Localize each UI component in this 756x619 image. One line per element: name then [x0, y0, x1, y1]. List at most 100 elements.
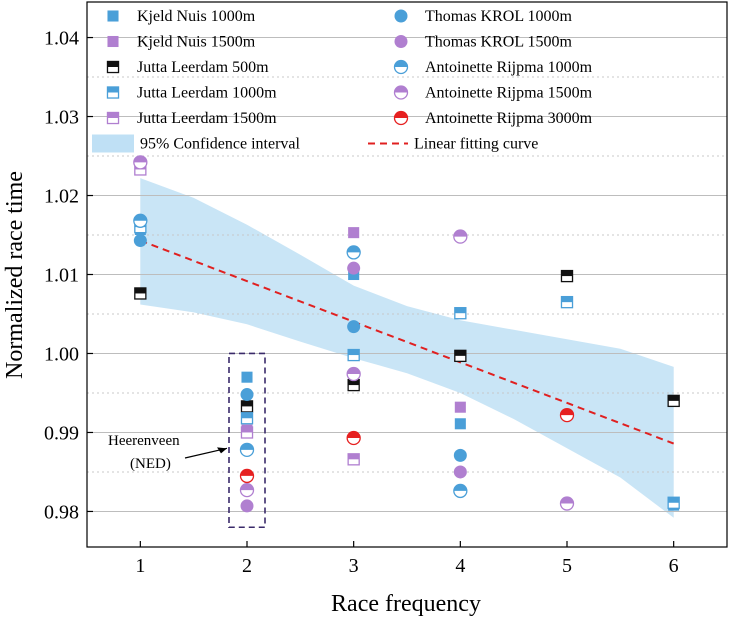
data-point-s6-p1	[347, 261, 361, 275]
marker-circle	[240, 388, 254, 402]
marker-square-top-half	[561, 296, 573, 303]
marker-circle	[347, 320, 361, 334]
y-tick-label: 1.00	[44, 343, 79, 365]
data-point-s9-p2	[559, 407, 575, 423]
data-point-s7-p2	[346, 245, 361, 260]
marker-circle	[453, 448, 467, 462]
data-point-s3-p5	[667, 496, 680, 509]
marker-circle	[394, 35, 408, 48]
y-tick-label: 1.03	[44, 107, 79, 129]
marker-square-top-half	[668, 395, 680, 401]
legend-label-3: Jutta Leerdam 1000m	[137, 85, 277, 102]
data-point-s3-p2	[347, 348, 360, 362]
data-point-s7-p3	[453, 483, 468, 499]
marker-circle-top-half	[453, 230, 467, 237]
marker-square-top-half	[348, 453, 360, 460]
legend-label-6: Thomas KROL 1500m	[425, 34, 573, 51]
marker-square-top-half	[561, 270, 573, 277]
marker-square	[241, 371, 253, 383]
marker-square-top-half	[241, 400, 253, 407]
annotation-line-1: Heerenveen	[108, 433, 180, 449]
legend-marker-0	[107, 10, 119, 22]
marker-circle	[240, 499, 254, 513]
marker-circle-top-half	[347, 245, 361, 253]
legend-label-0: Kjeld Nuis 1000m	[137, 8, 256, 25]
marker-circle	[347, 261, 361, 275]
points-layer	[133, 155, 680, 513]
data-point-s2-p2	[347, 378, 360, 392]
marker-circle-top-half	[347, 367, 361, 375]
x-tick-label: 6	[669, 555, 679, 577]
data-point-s7-p0	[133, 213, 148, 228]
marker-square	[454, 401, 466, 413]
marker-square	[107, 10, 119, 22]
annotation-line-2: (NED)	[130, 456, 171, 472]
data-point-s2-p1	[240, 400, 254, 413]
data-point-s8-p0	[133, 155, 148, 170]
marker-square-top-half	[668, 497, 680, 503]
data-point-s9-p1	[346, 430, 361, 446]
marker-square	[107, 35, 119, 48]
data-point-s8-p3	[453, 229, 468, 244]
marker-square-top-half	[241, 426, 253, 433]
legend-label-2: Jutta Leerdam 500m	[137, 59, 269, 76]
data-point-s4-p1	[240, 426, 254, 439]
data-point-s0-p3	[454, 418, 466, 430]
legend-marker-9	[393, 110, 409, 126]
marker-circle-top-half	[394, 86, 408, 93]
x-axis-title: Race frequency	[331, 591, 481, 617]
marker-square-top-half	[348, 379, 360, 386]
legend-label-band: 95% Confidence interval	[140, 136, 301, 153]
marker-circle	[394, 9, 408, 23]
marker-circle	[133, 234, 147, 248]
annotation-arrow-head	[217, 447, 227, 454]
marker-square-top-half	[107, 86, 119, 93]
data-point-s8-p1	[239, 482, 255, 498]
data-point-s1-p2	[348, 227, 360, 239]
legend-label-8: Antoinette Rijpma 1500m	[425, 85, 593, 102]
marker-circle-top-half	[240, 443, 254, 450]
legend-marker-6	[394, 35, 408, 48]
legend-marker-5	[394, 9, 408, 23]
marker-circle-top-half	[347, 431, 361, 438]
marker-square	[348, 227, 360, 239]
legend-label-9: Antoinette Rijpma 3000m	[425, 110, 593, 127]
y-tick-label: 0.99	[44, 422, 79, 444]
data-point-s8-p2	[346, 366, 361, 382]
legend-marker-7	[393, 59, 409, 75]
legend-label-fit: Linear fitting curve	[414, 136, 538, 153]
marker-circle	[453, 465, 467, 479]
data-point-s6-p0	[240, 499, 254, 513]
data-point-s5-p2	[347, 320, 361, 334]
legend-marker-1	[107, 35, 119, 48]
data-point-s2-p5	[667, 394, 680, 408]
legend-label-4: Jutta Leerdam 1500m	[137, 110, 277, 127]
y-tick-label: 1.01	[44, 265, 79, 287]
marker-circle-top-half	[133, 214, 147, 221]
marker-square-top-half	[454, 350, 466, 356]
marker-square-top-half	[348, 349, 360, 356]
legend: Kjeld Nuis 1000m Kjeld Nuis 1500m Jutta Le…	[92, 8, 593, 153]
data-point-s3-p1	[240, 412, 254, 425]
marker-circle-top-half	[560, 408, 574, 416]
marker-circle-top-half	[240, 469, 254, 476]
legend-marker-8	[393, 85, 409, 100]
x-tick-label: 4	[455, 555, 465, 577]
axis-ticks: 1 2 3 4 5 6 0.98 0.99 1.00 1.01 1.02 1.03 1.04	[44, 28, 679, 577]
x-tick-label: 2	[242, 555, 252, 577]
legend-band-swatch	[92, 134, 134, 153]
y-tick-label: 1.02	[44, 186, 79, 208]
data-point-s7-p1	[239, 442, 255, 457]
data-point-s2-p4	[560, 269, 574, 283]
x-tick-label: 5	[562, 555, 572, 577]
data-point-s4-p2	[347, 453, 360, 466]
marker-circle-top-half	[394, 111, 408, 118]
marker-circle-top-half	[394, 60, 408, 67]
marker-square-top-half	[107, 61, 119, 67]
marker-square-top-half	[134, 287, 146, 294]
data-point-s1-p3	[454, 401, 466, 413]
x-tick-label: 1	[135, 555, 145, 577]
data-point-s8-p4	[559, 496, 575, 511]
marker-square-top-half	[107, 112, 119, 118]
